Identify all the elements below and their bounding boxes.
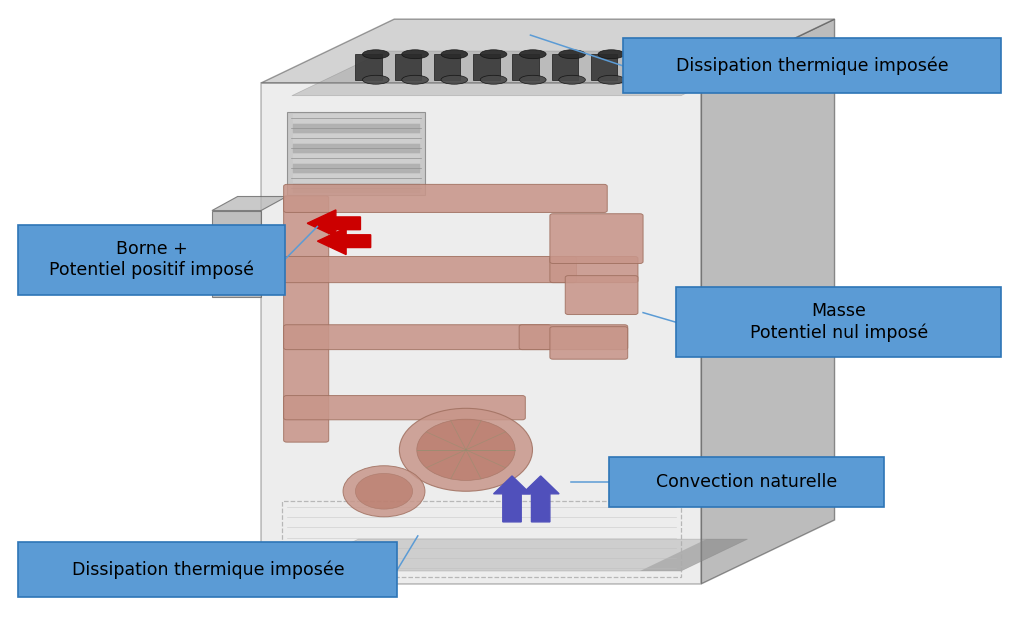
Ellipse shape (519, 75, 546, 84)
Text: Dissipation thermique imposée: Dissipation thermique imposée (676, 56, 948, 75)
FancyArrow shape (307, 210, 360, 237)
FancyArrow shape (522, 476, 559, 522)
Ellipse shape (480, 50, 507, 59)
Bar (512, 54, 539, 80)
Bar (394, 54, 421, 80)
Bar (552, 54, 579, 80)
FancyBboxPatch shape (284, 196, 329, 442)
Ellipse shape (362, 50, 389, 59)
Ellipse shape (598, 75, 625, 84)
Bar (287, 112, 425, 195)
Ellipse shape (559, 50, 586, 59)
Ellipse shape (559, 75, 586, 84)
Bar (282, 501, 681, 577)
Circle shape (343, 466, 425, 517)
Circle shape (355, 473, 413, 509)
Bar (434, 54, 461, 80)
Polygon shape (261, 83, 701, 584)
Ellipse shape (441, 75, 468, 84)
Text: Masse
Potentiel nul imposé: Masse Potentiel nul imposé (750, 302, 928, 342)
Polygon shape (640, 539, 748, 571)
Ellipse shape (480, 75, 507, 84)
Text: Dissipation thermique imposée: Dissipation thermique imposée (72, 560, 344, 579)
FancyBboxPatch shape (284, 396, 525, 420)
Ellipse shape (598, 50, 625, 59)
Bar (473, 54, 500, 80)
Ellipse shape (401, 75, 428, 84)
FancyBboxPatch shape (284, 184, 607, 212)
FancyBboxPatch shape (18, 225, 285, 295)
Ellipse shape (362, 75, 389, 84)
FancyArrow shape (317, 228, 371, 255)
FancyBboxPatch shape (550, 256, 638, 283)
Circle shape (417, 419, 515, 480)
FancyBboxPatch shape (609, 457, 884, 507)
Polygon shape (701, 19, 835, 584)
FancyBboxPatch shape (623, 38, 1001, 93)
Ellipse shape (401, 50, 428, 59)
Text: Convection naturelle: Convection naturelle (655, 473, 838, 491)
Text: Borne +
Potentiel positif imposé: Borne + Potentiel positif imposé (49, 240, 254, 279)
Polygon shape (292, 51, 774, 96)
Ellipse shape (441, 50, 468, 59)
FancyBboxPatch shape (284, 325, 551, 350)
FancyBboxPatch shape (284, 256, 577, 283)
Ellipse shape (519, 50, 546, 59)
FancyBboxPatch shape (519, 325, 628, 350)
Bar (355, 54, 382, 80)
Polygon shape (261, 19, 835, 83)
Bar (591, 54, 617, 80)
Polygon shape (212, 197, 287, 211)
Polygon shape (292, 539, 748, 571)
FancyBboxPatch shape (550, 214, 643, 263)
FancyBboxPatch shape (18, 542, 397, 597)
Circle shape (399, 408, 532, 491)
Bar (212, 211, 261, 297)
FancyArrow shape (494, 476, 530, 522)
FancyBboxPatch shape (676, 287, 1001, 357)
FancyBboxPatch shape (565, 276, 638, 315)
FancyBboxPatch shape (550, 327, 628, 359)
